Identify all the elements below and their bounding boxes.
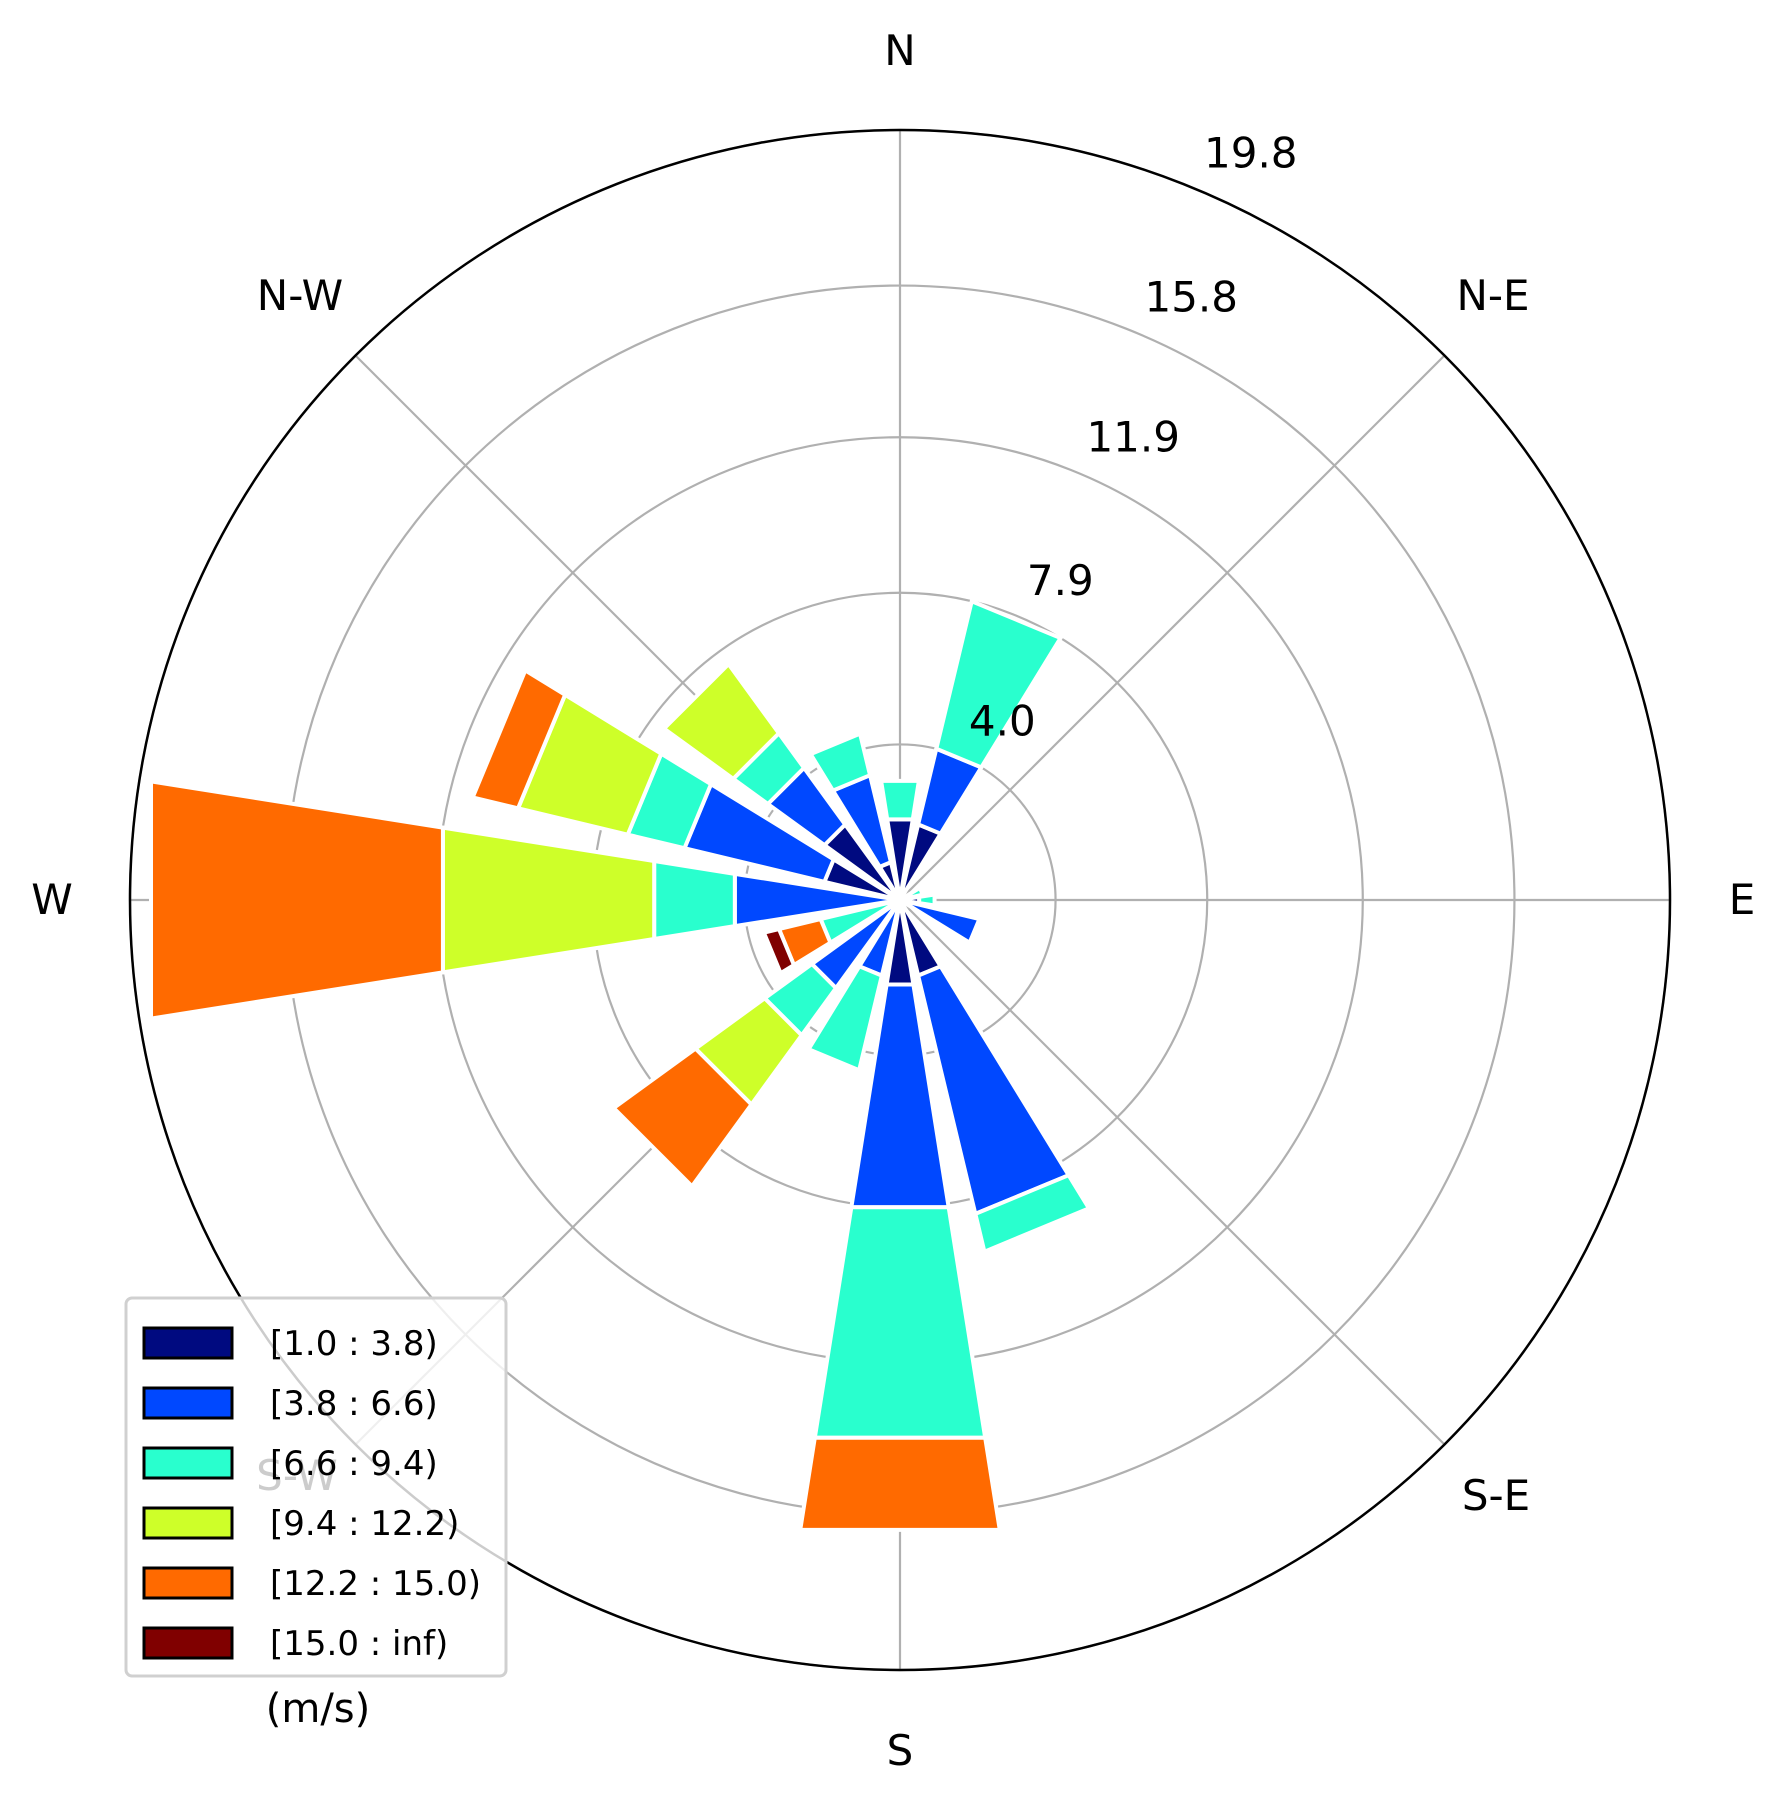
windrose-bar [878, 778, 922, 822]
windrose-bar [469, 667, 568, 811]
legend-swatch [142, 1506, 234, 1540]
legend-swatch [142, 1566, 234, 1600]
windrose-bar [807, 730, 873, 794]
windrose-bar [907, 884, 926, 900]
windrose-bar [898, 898, 983, 946]
windrose-bar [797, 1435, 1003, 1532]
radial-tick-label: 15.8 [1144, 272, 1238, 321]
windrose-bar [652, 858, 737, 942]
units-label: (m/s) [266, 1686, 371, 1732]
direction-label: N [884, 26, 915, 75]
radial-tick-label: 11.9 [1086, 413, 1180, 462]
legend-swatch [142, 1446, 234, 1480]
polar-frame [128, 128, 1672, 1672]
windrose-bar [761, 926, 797, 977]
windrose-bar [660, 660, 782, 782]
radial-tick-label: 19.8 [1204, 129, 1298, 178]
direction-label: N-W [257, 271, 343, 320]
legend-entry: [12.2 : 15.0) [270, 1564, 481, 1604]
direction-label: S [887, 1726, 914, 1775]
legend-entry: [6.6 : 9.4) [270, 1444, 438, 1484]
legend: [1.0 : 3.8) [3.8 : 6.6) [6.6 : 9.4) [9.4 : … [124, 1296, 508, 1732]
legend-entry: [9.4 : 12.2) [270, 1504, 459, 1544]
legend-swatch [142, 1626, 234, 1660]
legend-entry: [1.0 : 3.8) [270, 1324, 438, 1364]
windrose-bar [933, 598, 1064, 770]
legend-swatch [142, 1386, 234, 1420]
windrose-bar [917, 892, 937, 908]
legend-entry: [3.8 : 6.6) [270, 1384, 438, 1424]
legend-swatch [142, 1326, 234, 1360]
windrose-bar [973, 1172, 1092, 1255]
grid-spoke [899, 354, 1446, 901]
radial-tick-label: 7.9 [1027, 556, 1094, 605]
legend-entry: [15.0 : inf) [270, 1624, 448, 1664]
grid-spoke [899, 899, 1446, 1446]
radial-tick-label: 4.0 [969, 696, 1036, 745]
windrose-bar [440, 825, 657, 975]
direction-label: E [1729, 875, 1756, 924]
direction-label: W [31, 875, 73, 924]
windrose-bar [149, 779, 445, 1021]
windrose-bar [610, 1045, 755, 1190]
windrose-bars [149, 598, 1092, 1532]
direction-label: S-E [1462, 1471, 1530, 1520]
windrose-bar [805, 963, 885, 1073]
direction-label: N-E [1456, 271, 1529, 320]
windrose-bar [812, 1205, 988, 1440]
